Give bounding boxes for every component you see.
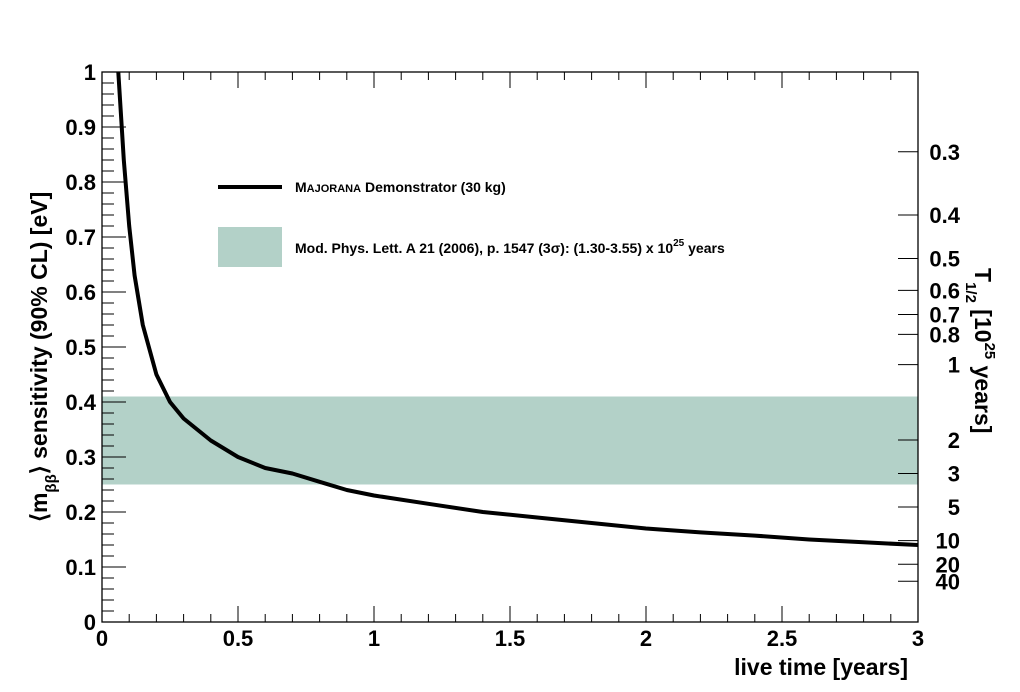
y-tick-label: 0.7	[65, 225, 96, 250]
y-axis-title-prefix: ⟨m	[26, 493, 52, 522]
legend-entry-demonstrator-prefix: M	[295, 179, 307, 195]
right-tick-label: 0.3	[929, 140, 960, 165]
right-tick-label: 5	[948, 495, 960, 520]
x-tick-label: 2	[640, 626, 652, 651]
legend-entry-band-text: Mod. Phys. Lett. A 21 (2006), p. 1547 (3…	[295, 240, 673, 256]
plot-frame	[101, 71, 919, 623]
x-tick-label: 3	[912, 626, 924, 651]
y-tick-label: 0.9	[65, 115, 96, 140]
y-axis-title: ⟨mββ⟩ sensitivity (90% CL) [eV]	[26, 192, 60, 522]
right-axis-title-superscript: 25	[981, 343, 998, 360]
right-tick-label: 0.6	[929, 278, 960, 303]
legend-entry-demonstrator: MAJORANA Demonstrator (30 kg)	[295, 179, 506, 195]
right-tick-label: 20	[936, 552, 960, 577]
x-tick-label: 1.5	[495, 626, 526, 651]
y-tick-label: 0.8	[65, 170, 96, 195]
x-tick-label: 0.5	[223, 626, 254, 651]
y-axis-title-suffix: ⟩ sensitivity (90% CL) [eV]	[26, 192, 52, 475]
x-axis-title: live time [years]	[734, 654, 908, 680]
band-layer	[102, 396, 918, 485]
legend-entry-band-superscript: 25	[673, 238, 685, 249]
y-axis-title-subscript: ββ	[43, 474, 60, 492]
series-layer	[116, 71, 919, 547]
right-tick-label: 3	[948, 462, 960, 487]
legend-entry-band: Mod. Phys. Lett. A 21 (2006), p. 1547 (3…	[295, 238, 725, 256]
legend-entry-band-suffix: years	[684, 240, 725, 256]
right-axis-title-subscript: 1/2	[962, 282, 979, 303]
right-tick-label: 2	[948, 428, 960, 453]
acceptance-band	[102, 396, 918, 485]
y-tick-label: 0	[84, 610, 96, 635]
right-tick-label: 0.5	[929, 246, 960, 271]
right-axis-title: T1/2 [1025 years]	[962, 268, 998, 433]
right-tick-label: 0.7	[929, 303, 960, 328]
y-tick-label: 0.4	[65, 390, 96, 415]
x-tick-label: 1	[368, 626, 380, 651]
y-tick-label: 0.2	[65, 500, 96, 525]
right-tick-label: 40	[936, 569, 960, 594]
plot-area	[102, 72, 918, 622]
legend-band-swatch	[218, 227, 282, 267]
y-tick-label: 1	[84, 60, 96, 85]
y-tick-label: 0.3	[65, 445, 96, 470]
series-line-demonstrator	[116, 71, 919, 547]
right-tick-label: 1	[948, 353, 960, 378]
axis-ticks	[101, 71, 919, 623]
right-axis-title-end: years]	[970, 359, 996, 433]
right-axis-title-mid: [10	[970, 303, 996, 343]
y-tick-labels: 0 0.1 0.2 0.3 0.4 0.5 0.6 0.7 0.8 0.9 1	[65, 60, 96, 635]
y-tick-label: 0.5	[65, 335, 96, 360]
x-tick-labels: 0 0.5 1 1.5 2 2.5 3	[96, 626, 924, 651]
legend-entry-demonstrator-suffix: Demonstrator (30 kg)	[361, 179, 506, 195]
x-tick-label: 0	[96, 626, 108, 651]
right-tick-label: 0.4	[929, 203, 960, 228]
y-tick-label: 0.1	[65, 555, 96, 580]
y-tick-label: 0.6	[65, 280, 96, 305]
legend: MAJORANA Demonstrator (30 kg) Mod. Phys.…	[218, 179, 725, 267]
right-tick-label: 10	[936, 529, 960, 554]
x-tick-label: 2.5	[767, 626, 798, 651]
right-tick-label: 0.8	[929, 322, 960, 347]
legend-entry-demonstrator-smallcaps: AJORANA	[307, 183, 361, 195]
right-axis-title-main: T	[970, 268, 996, 282]
